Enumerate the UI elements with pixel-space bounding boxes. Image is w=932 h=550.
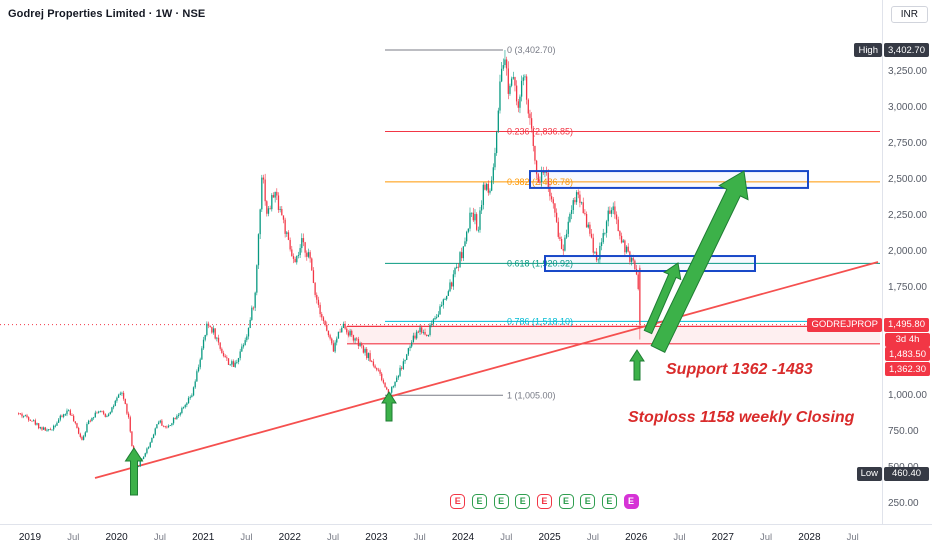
time-tick-label: Jul [673, 532, 686, 543]
time-tick-label: Jul [153, 532, 166, 543]
up-arrow-2023-low[interactable] [381, 391, 397, 422]
current-price-badge: GODREJPROP 1,495.80 [807, 317, 929, 332]
time-tick-label: Jul [846, 532, 859, 543]
time-tick-label: Jul [500, 532, 513, 543]
high-label: High [854, 43, 882, 57]
time-tick-label: Jul [760, 532, 773, 543]
fib-level-label: 0.236 (2,836.85) [507, 126, 573, 136]
support-zone-top-price-badge: 1,483.50 [885, 347, 930, 361]
fib-retracement-drawing[interactable]: 0 (3,402.70)0.236 (2,836.85)0.382 (2,486… [385, 45, 880, 400]
time-tick-label: 2021 [192, 532, 215, 543]
current-price-value: 1,495.80 [884, 317, 929, 332]
earnings-icon[interactable]: E [623, 494, 639, 509]
low-value: 460.40 [884, 466, 929, 481]
time-tick-label: Jul [413, 532, 426, 543]
earnings-icon[interactable]: E [558, 494, 574, 509]
fib-level-label: 0.618 (1,920.92) [507, 258, 573, 268]
price-tick-label: 2,750.00 [888, 138, 927, 149]
rising-trendline-drawing[interactable] [94, 261, 879, 479]
support-zone-bottom-price-badge: 1,362.30 [885, 362, 930, 376]
earnings-icon[interactable]: E [601, 494, 617, 509]
time-tick-label: 2024 [451, 532, 475, 543]
fib-level-label: 0 (3,402.70) [507, 45, 556, 55]
time-tick-label: Jul [327, 532, 340, 543]
low-label: Low [856, 466, 882, 481]
resistance-box-drawings[interactable] [529, 170, 809, 273]
candles-layer [18, 50, 641, 474]
symbol-name-chip: GODREJPROP [807, 317, 882, 332]
time-tick-label: 2020 [105, 532, 128, 543]
price-tick-label: 2,500.00 [888, 174, 927, 185]
time-tick-label: 2028 [798, 532, 821, 543]
time-axis[interactable]: 2019 Jul 2020 Jul 2021 Jul 2022 Jul 2023 Jul 2024 J… [0, 524, 932, 550]
price-tick-label: 3,000.00 [888, 102, 927, 113]
up-arrow-2026-support[interactable] [629, 349, 645, 381]
price-tick-label: 1,750.00 [888, 282, 927, 293]
time-tick-label: 2025 [538, 532, 561, 543]
stoploss-annotation[interactable]: Stoploss 1158 weekly Closing [628, 409, 855, 426]
time-tick-label: Jul [240, 532, 253, 543]
price-tick-label: 750.00 [888, 426, 919, 437]
resistance-box[interactable] [529, 170, 809, 189]
earnings-icon[interactable]: E [493, 494, 509, 509]
high-value: 3,402.70 [884, 43, 929, 57]
time-tick-label: Jul [67, 532, 80, 543]
symbol-title[interactable]: Godrej Properties Limited · 1W · NSE [8, 8, 206, 20]
price-chart-canvas[interactable]: 0 (3,402.70)0.236 (2,836.85)0.382 (2,486… [0, 0, 882, 524]
fib-level-label: 0.786 (1,518.10) [507, 316, 573, 326]
time-tick-label: 2019 [18, 532, 42, 543]
time-tick-label: Jul [586, 532, 599, 543]
projection-arrow-large[interactable] [650, 170, 749, 353]
earnings-icon[interactable]: E [536, 494, 552, 509]
projection-arrow-small[interactable] [643, 262, 682, 335]
earnings-icon[interactable]: E [580, 494, 596, 509]
time-tick-label: 2023 [365, 532, 388, 543]
time-tick-label: 2026 [625, 532, 648, 543]
chart-plot-area[interactable]: 0 (3,402.70)0.236 (2,836.85)0.382 (2,486… [0, 0, 882, 524]
support-annotation[interactable]: Support 1362 -1483 [666, 361, 813, 378]
price-tick-label: 3,250.00 [888, 66, 927, 77]
currency-label[interactable]: INR [890, 6, 928, 23]
price-tick-label: 2,250.00 [888, 210, 927, 221]
bar-countdown-badge: 3d 4h [885, 332, 930, 347]
earnings-icon[interactable]: E [471, 494, 487, 509]
price-tick-label: 250.00 [888, 498, 919, 509]
time-tick-label: 2027 [711, 532, 734, 543]
price-tick-label: 2,000.00 [888, 246, 927, 257]
up-arrow-2020-low[interactable] [124, 447, 144, 496]
earnings-icon[interactable]: E [515, 494, 531, 509]
fib-level-label: 1 (1,005.00) [507, 390, 556, 400]
price-axis[interactable]: INR 3,250.00 3,000.00 2,750.00 2,500.00 2,25… [882, 0, 932, 524]
earnings-icon[interactable]: E [450, 494, 466, 509]
time-tick-label: 2022 [278, 532, 301, 543]
low-price-badge: Low 460.40 [856, 466, 929, 481]
high-price-badge: High 3,402.70 [854, 43, 929, 57]
price-tick-label: 1,000.00 [888, 390, 927, 401]
resistance-box[interactable] [544, 255, 756, 273]
arrow-drawings[interactable] [124, 170, 749, 496]
